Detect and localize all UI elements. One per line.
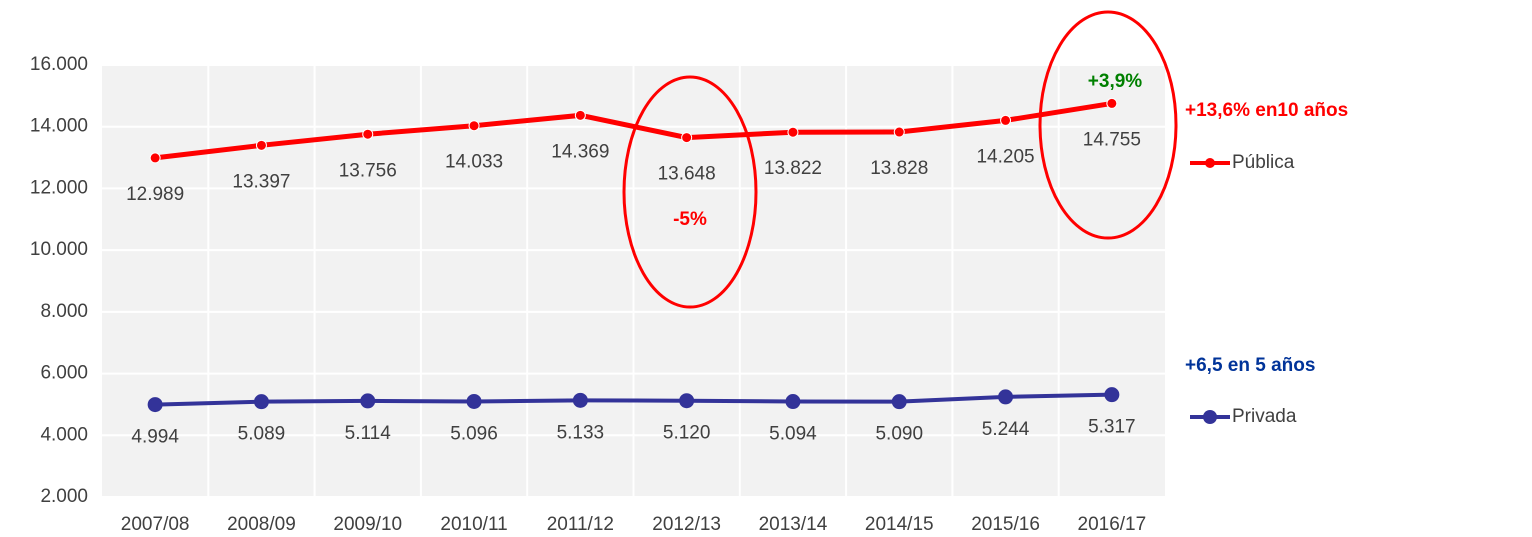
data-point <box>253 394 269 410</box>
series-line <box>155 392 1112 407</box>
data-label: 13.648 <box>658 164 716 185</box>
data-point <box>466 393 482 409</box>
data-label: 14.369 <box>551 141 609 162</box>
y-tick-label: 2.000 <box>40 486 88 507</box>
legend-label: Pública <box>1232 152 1295 173</box>
data-point <box>1106 97 1118 109</box>
legend-marker <box>1205 158 1215 168</box>
data-label: 13.822 <box>764 158 822 179</box>
y-tick-label: 4.000 <box>40 424 88 445</box>
y-tick-label: 16.000 <box>30 54 88 75</box>
highlight-ellipse <box>1038 10 1178 240</box>
data-label: 5.120 <box>663 423 711 444</box>
data-label: 5.094 <box>769 424 817 445</box>
x-tick-label: 2015/16 <box>971 514 1040 535</box>
data-label: 5.317 <box>1088 417 1136 438</box>
y-tick-label: 6.000 <box>40 363 88 384</box>
annotation: +13,6% en10 años <box>1185 100 1348 121</box>
data-point <box>787 126 799 138</box>
data-label: 13.397 <box>232 171 290 192</box>
highlight-ellipse <box>622 75 758 309</box>
data-point <box>891 394 907 410</box>
data-point <box>1000 114 1012 126</box>
x-tick-label: 2010/11 <box>440 514 507 535</box>
data-point <box>681 132 693 144</box>
y-tick-label: 14.000 <box>30 116 88 137</box>
data-label: 5.114 <box>345 423 392 444</box>
data-point <box>893 126 905 138</box>
data-label: 5.090 <box>875 424 923 445</box>
data-point <box>149 152 161 164</box>
data-label: 5.089 <box>238 424 286 445</box>
annotation: -5% <box>673 209 707 230</box>
data-label: 13.828 <box>870 158 928 179</box>
x-tick-label: 2016/17 <box>1078 514 1147 535</box>
data-label: 5.244 <box>982 419 1030 440</box>
annotation: +3,9% <box>1088 71 1143 92</box>
data-point <box>147 397 163 413</box>
data-point <box>572 392 588 408</box>
data-point <box>255 139 267 151</box>
x-tick-label: 2008/09 <box>227 514 296 535</box>
data-label: 14.205 <box>976 146 1034 167</box>
data-point <box>998 389 1014 405</box>
x-tick-label: 2014/15 <box>865 514 934 535</box>
x-tick-label: 2009/10 <box>333 514 402 535</box>
data-point <box>679 393 695 409</box>
data-label: 4.994 <box>131 427 179 448</box>
x-tick-label: 2011/12 <box>547 514 614 535</box>
data-point <box>785 394 801 410</box>
x-tick-label: 2013/14 <box>759 514 828 535</box>
legend-marker <box>1203 410 1217 424</box>
data-label: 13.756 <box>339 160 397 181</box>
data-point <box>468 120 480 132</box>
y-tick-label: 10.000 <box>30 239 88 260</box>
data-label: 5.096 <box>450 423 498 444</box>
data-point <box>574 109 586 121</box>
data-label: 14.755 <box>1083 129 1141 150</box>
series-line <box>154 100 1113 161</box>
data-point <box>1104 387 1120 403</box>
data-label: 14.033 <box>445 152 503 173</box>
data-point <box>362 128 374 140</box>
y-tick-label: 8.000 <box>40 301 88 322</box>
data-label: 12.989 <box>126 184 184 205</box>
annotation: +6,5 en 5 años <box>1185 355 1315 376</box>
data-point <box>360 393 376 409</box>
y-tick-label: 12.000 <box>30 177 88 198</box>
legend-label: Privada <box>1232 406 1297 427</box>
data-label: 5.133 <box>557 422 605 443</box>
x-tick-label: 2012/13 <box>652 514 721 535</box>
x-tick-label: 2007/08 <box>121 514 190 535</box>
